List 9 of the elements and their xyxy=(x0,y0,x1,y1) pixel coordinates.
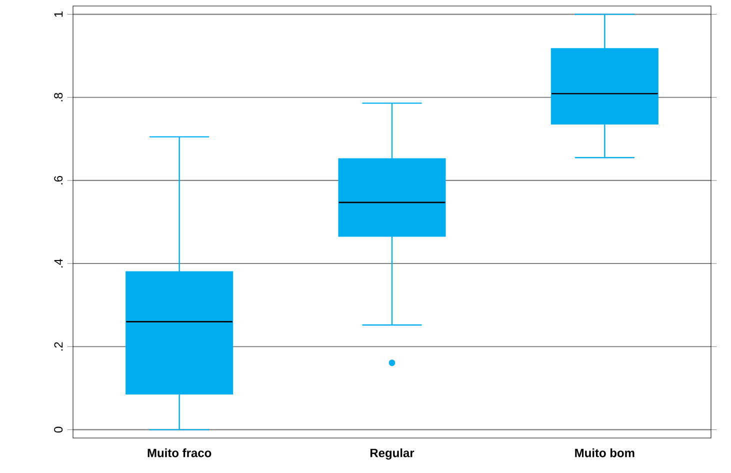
x-tick-label: Muito fraco xyxy=(148,448,212,458)
y-tick-label: .2 xyxy=(54,342,63,351)
x-tick-label: Regular xyxy=(370,448,414,460)
y-tick-label: 0 xyxy=(54,426,63,433)
y-tick-label: .6 xyxy=(54,176,63,184)
y-tick-label: .8 xyxy=(54,92,63,102)
y-tick-label: .4 xyxy=(54,258,63,268)
x-tick-label: Muito bom xyxy=(575,448,634,458)
y-tick-label: 1 xyxy=(54,12,63,17)
